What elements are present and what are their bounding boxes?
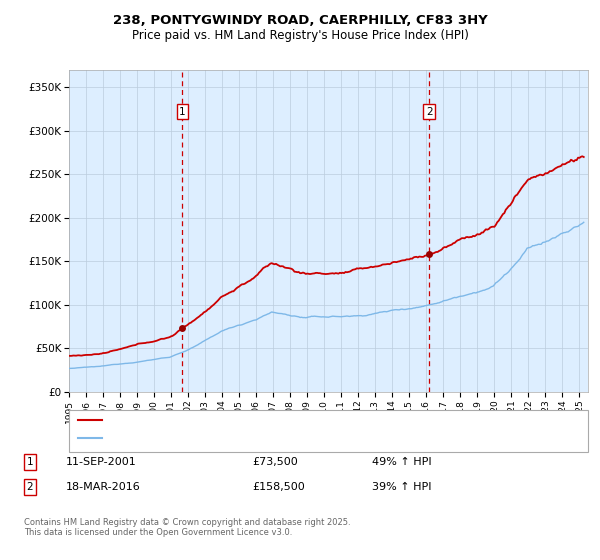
Text: 18-MAR-2016: 18-MAR-2016 [66, 482, 141, 492]
Point [424, 250, 434, 259]
Text: 1: 1 [26, 457, 34, 467]
Text: 238, PONTYGWINDY ROAD, CAERPHILLY, CF83 3HY (semi-detached house): 238, PONTYGWINDY ROAD, CAERPHILLY, CF83 … [106, 415, 470, 425]
Text: 2: 2 [426, 107, 433, 117]
Text: HPI: Average price, semi-detached house, Caerphilly: HPI: Average price, semi-detached house,… [106, 433, 363, 443]
Text: Contains HM Land Registry data © Crown copyright and database right 2025.
This d: Contains HM Land Registry data © Crown c… [24, 518, 350, 538]
Text: 11-SEP-2001: 11-SEP-2001 [66, 457, 137, 467]
Text: 2: 2 [26, 482, 34, 492]
Point [178, 324, 187, 333]
Text: £158,500: £158,500 [252, 482, 305, 492]
Text: 1: 1 [179, 107, 186, 117]
Text: 238, PONTYGWINDY ROAD, CAERPHILLY, CF83 3HY: 238, PONTYGWINDY ROAD, CAERPHILLY, CF83 … [113, 14, 487, 27]
Text: Price paid vs. HM Land Registry's House Price Index (HPI): Price paid vs. HM Land Registry's House … [131, 29, 469, 42]
Text: £73,500: £73,500 [252, 457, 298, 467]
Text: 49% ↑ HPI: 49% ↑ HPI [372, 457, 431, 467]
Text: 39% ↑ HPI: 39% ↑ HPI [372, 482, 431, 492]
